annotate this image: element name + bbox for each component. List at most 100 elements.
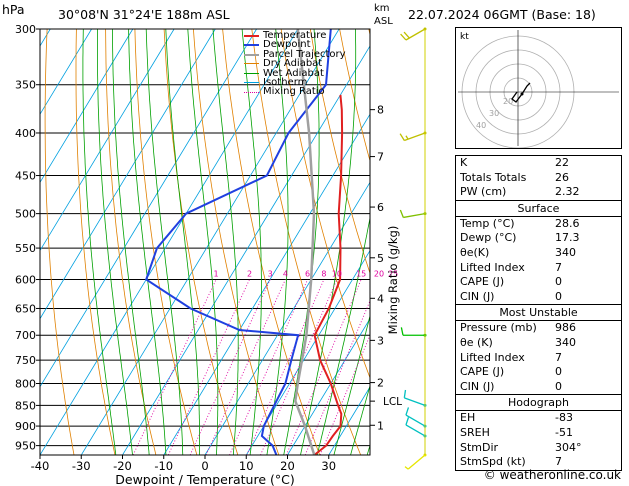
x-tick-label: -40 bbox=[31, 459, 50, 473]
dry-adiabat-line bbox=[339, 29, 370, 163]
surface-row: Temp (°C) 28.6 bbox=[456, 217, 621, 232]
mixing-ratio-line bbox=[167, 279, 250, 455]
legend-swatch bbox=[244, 82, 259, 84]
index-value: 26 bbox=[555, 170, 569, 184]
mixing-ratio-label: 2 bbox=[247, 270, 252, 279]
pressure-tick-label: 650 bbox=[15, 302, 36, 315]
hodograph-storm-motion bbox=[520, 92, 524, 96]
legend-item-parcel: Parcel Trajectory bbox=[244, 48, 346, 60]
index-row: PW (cm) 2.32 bbox=[456, 185, 621, 200]
mixing-ratio-line bbox=[285, 279, 362, 455]
hodo-row: SREH -51 bbox=[456, 426, 621, 441]
km-tick-label: 7 bbox=[377, 151, 384, 164]
wind-barb-staff bbox=[403, 212, 426, 219]
legend-label: Parcel Trajectory bbox=[263, 48, 346, 60]
lcl-label: LCL bbox=[383, 396, 402, 408]
mixing-ratio-line bbox=[246, 279, 325, 455]
mu-row: θe (K) 340 bbox=[456, 336, 621, 351]
hodo-label: StmSpd (kt) bbox=[460, 455, 526, 469]
wind-barb-staff bbox=[407, 454, 426, 470]
pressure-tick-label: 900 bbox=[15, 420, 36, 433]
wind-barb-flag bbox=[403, 389, 407, 398]
x-axis-label: Dewpoint / Temperature (°C) bbox=[115, 472, 294, 486]
surface-row: Lifted Index 7 bbox=[456, 261, 621, 276]
surface-title: Surface bbox=[456, 199, 621, 217]
wet-adiabat-line bbox=[112, 29, 150, 455]
wet-adiabat-line bbox=[333, 314, 370, 455]
wind-barb-flag bbox=[399, 133, 405, 141]
x-tick-label: -20 bbox=[113, 459, 132, 473]
wet-adiabat-line bbox=[187, 29, 219, 455]
isotherm-line bbox=[0, 29, 9, 455]
legend-swatch bbox=[244, 44, 259, 47]
pressure-tick-label: 700 bbox=[15, 329, 36, 342]
legend: Temperature Dewpoint Parcel Trajectory D… bbox=[244, 30, 346, 97]
wet-adiabat-line bbox=[266, 29, 289, 455]
dry-adiabat-line bbox=[251, 29, 362, 455]
wind-barb-flag bbox=[405, 407, 410, 416]
dry-adiabat-line bbox=[309, 29, 370, 275]
km-tick-label: 6 bbox=[377, 201, 384, 214]
surface-value: 0 bbox=[555, 275, 562, 289]
isotherm-line bbox=[40, 29, 257, 388]
dry-adiabat-line bbox=[134, 29, 198, 455]
wind-barb-half bbox=[405, 135, 409, 140]
dry-adiabat-line bbox=[280, 29, 370, 379]
mu-label: θe (K) bbox=[460, 335, 493, 349]
index-value: 2.32 bbox=[555, 185, 580, 199]
surface-label: CIN (J) bbox=[460, 289, 495, 303]
legend-label: Dry Adiabat bbox=[263, 58, 323, 70]
mu-value: 7 bbox=[555, 350, 562, 364]
dry-adiabat-line bbox=[222, 29, 321, 455]
hodo-value: 304° bbox=[555, 440, 582, 454]
series-temperature bbox=[313, 94, 344, 455]
legend-item-wet-adiabat: Wet Adiabat bbox=[244, 68, 346, 78]
wet-adiabat-line bbox=[212, 29, 239, 455]
x-tick-label: 10 bbox=[239, 459, 254, 473]
index-label: Totals Totals bbox=[460, 170, 527, 184]
hodograph-kt-label: kt bbox=[460, 32, 469, 42]
x-tick-label: 30 bbox=[321, 459, 336, 473]
isotherm-line bbox=[204, 181, 370, 455]
legend-label: Isotherm bbox=[263, 77, 308, 89]
mu-value: 0 bbox=[555, 365, 562, 379]
pressure-tick-label: 400 bbox=[15, 127, 36, 140]
index-row: K 22 bbox=[456, 156, 621, 171]
mixing-ratio-label: 15 bbox=[356, 270, 366, 279]
wet-adiabat-line bbox=[350, 384, 370, 455]
legend-swatch bbox=[244, 63, 259, 65]
hpa-label: hPa bbox=[2, 2, 25, 17]
indices-table: K 22 Totals Totals 26 PW (cm) 2.32 Surface … bbox=[455, 155, 622, 471]
mixing-ratio-label: 3 bbox=[268, 270, 273, 279]
series-dewpoint bbox=[145, 29, 332, 455]
legend-item-temperature: Temperature bbox=[244, 30, 346, 41]
dry-adiabat-line bbox=[44, 29, 75, 455]
wet-adiabat-line bbox=[145, 29, 184, 455]
surface-label: Temp (°C) bbox=[460, 216, 515, 230]
wind-barb-half bbox=[404, 466, 409, 470]
x-tick-label: -10 bbox=[154, 459, 173, 473]
pressure-tick-label: 500 bbox=[15, 208, 36, 221]
wind-barb-staff bbox=[404, 397, 426, 407]
hodograph-ring-label: 40 bbox=[476, 121, 486, 130]
km-tick-label: 4 bbox=[377, 292, 384, 305]
datetime-title: 22.07.2024 06GMT (Base: 18) bbox=[408, 7, 596, 22]
wet-adiabat-line bbox=[82, 29, 117, 455]
surface-value: 28.6 bbox=[555, 216, 580, 230]
most-unstable-title: Most Unstable bbox=[456, 304, 621, 322]
hodo-value: 7 bbox=[555, 455, 562, 469]
legend-item-dewpoint: Dewpoint bbox=[244, 40, 346, 50]
x-tick-label: -30 bbox=[72, 459, 91, 473]
plot-area bbox=[0, 29, 370, 455]
hodo-label: SREH bbox=[460, 425, 490, 439]
isotherm-line bbox=[40, 29, 134, 184]
pressure-tick-label: 800 bbox=[15, 378, 36, 391]
surface-label: θe(K) bbox=[460, 245, 490, 259]
hodo-value: -51 bbox=[555, 425, 573, 439]
pressure-tick-label: 550 bbox=[15, 242, 36, 255]
isotherm-line bbox=[40, 29, 299, 455]
dry-adiabat-line bbox=[105, 29, 157, 455]
mu-label: CAPE (J) bbox=[460, 365, 505, 379]
mu-value: 0 bbox=[555, 379, 562, 393]
